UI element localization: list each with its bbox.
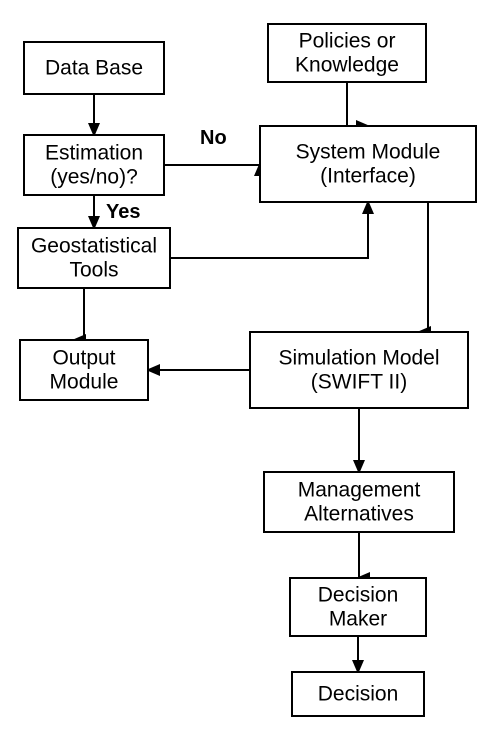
node-simulation-label-line-0: Simulation Model — [278, 346, 439, 369]
node-output: OutputModule — [20, 340, 148, 400]
node-estimation-label-line-0: Estimation — [45, 141, 143, 164]
node-maker-label-line-1: Maker — [329, 608, 387, 631]
edge-policies-to-system — [347, 82, 368, 126]
node-geostat-label-line-1: Tools — [69, 259, 118, 282]
edge-system-to-simulation — [419, 202, 428, 332]
node-decision-label-line-0: Decision — [318, 683, 399, 706]
node-policies-label-line-0: Policies or — [299, 29, 396, 52]
node-management-label-line-0: Management — [298, 478, 421, 501]
edge-label-yes: Yes — [106, 201, 140, 223]
node-maker-label-line-0: Decision — [318, 583, 399, 606]
node-database: Data Base — [24, 42, 164, 94]
node-geostat-label-line-0: Geostatistical — [31, 234, 157, 257]
edge-geostat-to-system — [170, 202, 368, 258]
node-system-label-line-0: System Module — [296, 140, 441, 163]
node-simulation-label-line-1: (SWIFT II) — [311, 371, 407, 394]
node-policies-label-line-1: Knowledge — [295, 54, 399, 77]
edge-management-to-maker — [358, 532, 359, 578]
edge-estimation-to-system — [164, 164, 260, 165]
node-management-label-line-1: Alternatives — [304, 503, 414, 526]
node-output-label-line-1: Module — [50, 371, 119, 394]
node-simulation: Simulation Model(SWIFT II) — [250, 332, 468, 408]
node-management: ManagementAlternatives — [264, 472, 454, 532]
node-system-label-line-1: (Interface) — [320, 165, 416, 188]
node-decision: Decision — [292, 672, 424, 716]
edge-label-no: No — [200, 127, 227, 149]
node-estimation: Estimation(yes/no)? — [24, 135, 164, 195]
edge-geostat-to-output — [74, 288, 84, 340]
node-policies: Policies orKnowledge — [268, 24, 426, 82]
node-estimation-label-line-1: (yes/no)? — [50, 166, 138, 189]
node-maker: DecisionMaker — [290, 578, 426, 636]
node-output-label-line-0: Output — [52, 346, 115, 369]
node-geostat: GeostatisticalTools — [18, 228, 170, 288]
node-database-label-line-0: Data Base — [45, 57, 143, 80]
node-system: System Module(Interface) — [260, 126, 476, 202]
flowchart: Data BasePolicies orKnowledgeEstimation(… — [0, 0, 500, 749]
